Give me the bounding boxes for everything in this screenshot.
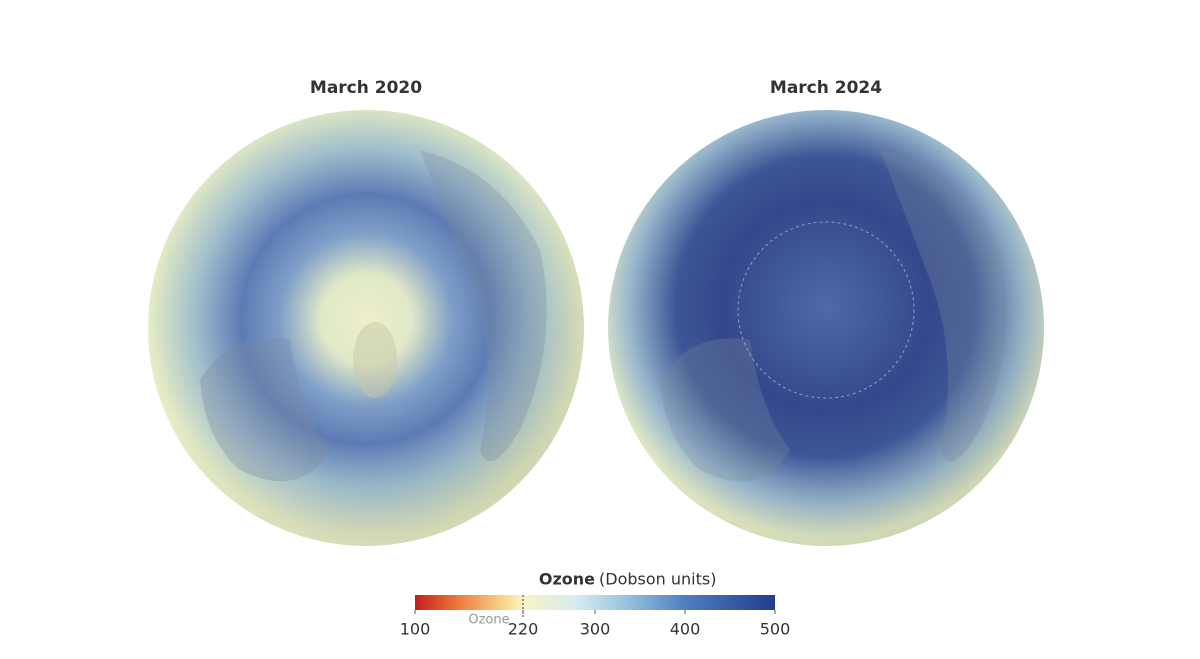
- map-title: March 2024: [770, 78, 882, 98]
- tick-label: 400: [670, 620, 701, 639]
- colorbar-title: Ozone: [539, 570, 595, 589]
- tick-label: 220: [508, 620, 539, 639]
- map-title: March 2020: [310, 78, 422, 98]
- globe-2024: [608, 110, 1044, 546]
- colorbar: [415, 595, 775, 610]
- globe-2020: [148, 110, 584, 546]
- colorbar-ticks: 100 220 300 400 500 Ozone: [400, 595, 791, 639]
- tick-label: 100: [400, 620, 431, 639]
- tick-label: 500: [760, 620, 791, 639]
- colorbar-unit: (Dobson units): [599, 570, 716, 589]
- tick-label: 300: [580, 620, 611, 639]
- threshold-label: Ozone: [468, 613, 509, 628]
